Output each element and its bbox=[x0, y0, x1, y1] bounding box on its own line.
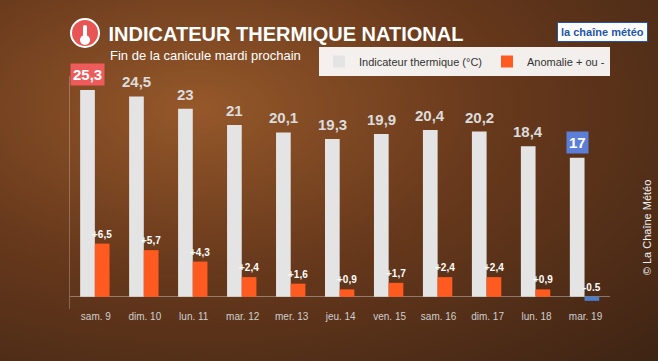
svg-text:+0,9: +0,9 bbox=[337, 274, 357, 285]
svg-text:19,9: 19,9 bbox=[367, 111, 396, 128]
svg-text:24,5: 24,5 bbox=[122, 73, 151, 90]
svg-text:20,4: 20,4 bbox=[415, 107, 445, 124]
svg-text:sam. 16: sam. 16 bbox=[421, 311, 457, 322]
svg-text:lun. 18: lun. 18 bbox=[522, 311, 552, 322]
svg-text:+2,4: +2,4 bbox=[435, 262, 455, 273]
svg-text:+5,7: +5,7 bbox=[141, 235, 161, 246]
svg-text:+6,5: +6,5 bbox=[92, 229, 112, 240]
svg-text:21: 21 bbox=[226, 102, 243, 119]
svg-text:18,4: 18,4 bbox=[513, 123, 543, 140]
svg-text:dim. 17: dim. 17 bbox=[471, 311, 504, 322]
svg-text:Indicateur thermique (°C): Indicateur thermique (°C) bbox=[359, 56, 482, 68]
svg-text:© La Chaîne Météo: © La Chaîne Météo bbox=[641, 180, 653, 276]
svg-text:+4,3: +4,3 bbox=[190, 247, 210, 258]
svg-text:INDICATEUR THERMIQUE NATIONAL: INDICATEUR THERMIQUE NATIONAL bbox=[109, 23, 464, 45]
svg-text:la chaîne météo: la chaîne météo bbox=[561, 26, 644, 38]
svg-text:20,2: 20,2 bbox=[465, 109, 494, 126]
svg-text:Fin de la canicule mardi proch: Fin de la canicule mardi prochain bbox=[110, 48, 301, 63]
svg-text:mar. 12: mar. 12 bbox=[226, 311, 260, 322]
svg-text:-0.5: -0.5 bbox=[583, 282, 601, 293]
svg-text:19,3: 19,3 bbox=[318, 116, 347, 133]
svg-text:+0,9: +0,9 bbox=[533, 274, 553, 285]
svg-text:lun. 11: lun. 11 bbox=[179, 311, 209, 322]
svg-text:+1,7: +1,7 bbox=[386, 268, 406, 279]
svg-text:+2,4: +2,4 bbox=[484, 262, 504, 273]
svg-text:mar. 19: mar. 19 bbox=[569, 311, 603, 322]
svg-text:dim. 10: dim. 10 bbox=[128, 311, 161, 322]
svg-text:ven. 15: ven. 15 bbox=[373, 311, 406, 322]
svg-text:+2,4: +2,4 bbox=[239, 262, 259, 273]
svg-text:17: 17 bbox=[569, 134, 586, 151]
svg-text:sam. 9: sam. 9 bbox=[81, 311, 111, 322]
svg-text:25,3: 25,3 bbox=[73, 66, 102, 83]
svg-text:+1,6: +1,6 bbox=[288, 269, 308, 280]
svg-text:Anomalie + ou -: Anomalie + ou - bbox=[527, 56, 605, 68]
svg-text:mer. 13: mer. 13 bbox=[275, 311, 309, 322]
svg-text:jeu. 14: jeu. 14 bbox=[325, 311, 356, 322]
svg-text:23: 23 bbox=[177, 86, 194, 103]
svg-text:20,1: 20,1 bbox=[269, 109, 298, 126]
